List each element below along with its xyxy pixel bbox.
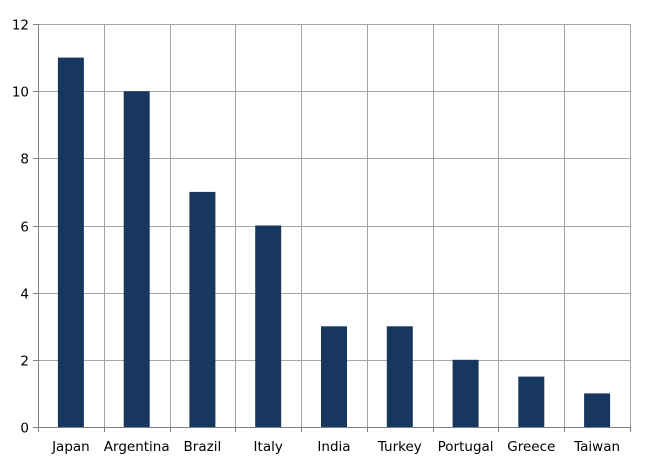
y-tick-label-2: 2 xyxy=(20,354,29,370)
x-category-labels: Japan Argentina Brazil Italy India Turkey Port… xyxy=(51,439,620,455)
x-label-greece: Greece xyxy=(507,439,555,455)
x-label-taiwan: Taiwan xyxy=(573,439,620,455)
x-label-italy: Italy xyxy=(254,439,283,455)
bar-brazil xyxy=(189,191,216,427)
axes xyxy=(33,24,631,432)
y-tick-label-8: 8 xyxy=(20,152,29,168)
bar-turkey xyxy=(386,326,413,428)
bars xyxy=(57,57,611,428)
bar-italy xyxy=(255,225,282,427)
y-tick-label-0: 0 xyxy=(20,421,29,437)
y-tick-label-6: 6 xyxy=(20,220,29,236)
x-label-brazil: Brazil xyxy=(184,439,222,455)
x-label-india: India xyxy=(317,439,350,455)
x-label-argentina: Argentina xyxy=(104,439,170,455)
x-label-japan: Japan xyxy=(51,439,90,455)
y-tick-labels: 0 2 4 6 8 10 12 xyxy=(12,18,29,437)
bar-greece xyxy=(518,376,545,427)
y-tick-label-12: 12 xyxy=(12,18,29,34)
bar-portugal xyxy=(452,359,479,427)
bar-argentina xyxy=(123,91,150,427)
y-tick-label-4: 4 xyxy=(20,287,29,303)
bar-taiwan xyxy=(584,393,611,427)
gridlines xyxy=(38,24,631,427)
bar-india xyxy=(321,326,347,428)
x-label-turkey: Turkey xyxy=(377,439,422,455)
x-label-portugal: Portugal xyxy=(438,439,494,455)
bar-japan xyxy=(57,57,84,427)
y-tick-label-10: 10 xyxy=(12,85,29,101)
